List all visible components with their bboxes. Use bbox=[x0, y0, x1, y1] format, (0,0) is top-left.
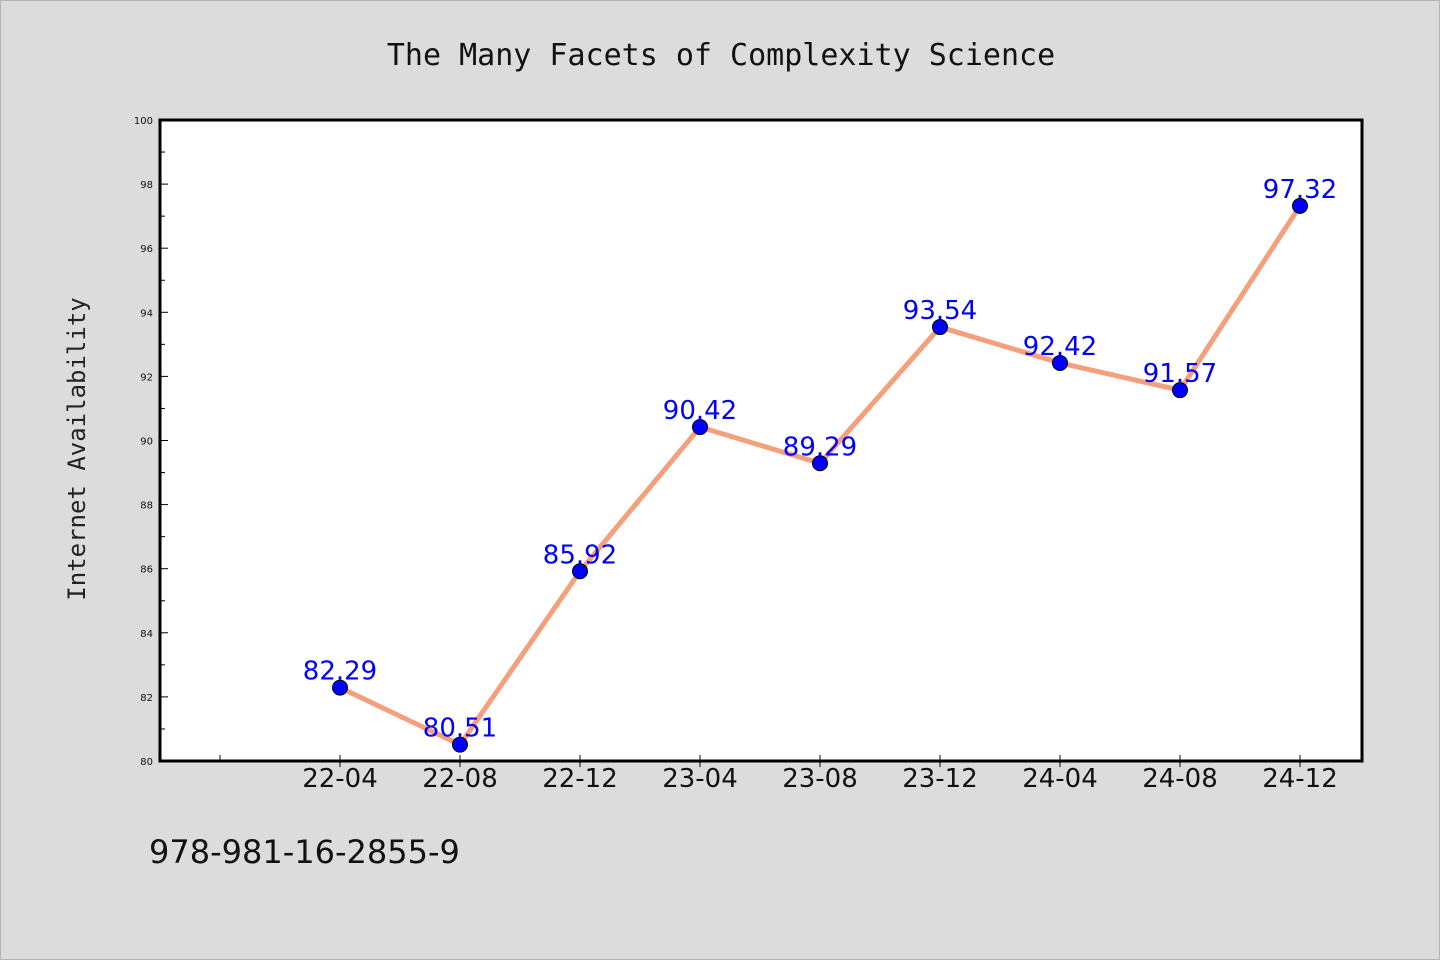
x-tick-label: 23-04 bbox=[662, 764, 738, 794]
x-tick-label: 24-04 bbox=[1022, 764, 1098, 794]
data-value-label: 90.42 bbox=[663, 396, 737, 426]
x-tick-label: 22-12 bbox=[542, 764, 618, 794]
x-tick-label: 24-12 bbox=[1262, 764, 1338, 794]
y-tick-label: 98 bbox=[140, 180, 153, 191]
y-tick-label: 88 bbox=[140, 501, 153, 512]
plot-area bbox=[158, 118, 1364, 763]
x-axis: 22-04 22-08 22-12 23-04 23-08 23-12 24-04 24-08… bbox=[219, 755, 1338, 794]
y-tick-label: 100 bbox=[134, 116, 153, 127]
x-tick-label: 22-08 bbox=[422, 764, 498, 794]
y-tick-label: 96 bbox=[140, 244, 153, 255]
x-tick-label: 24-08 bbox=[1142, 764, 1218, 794]
data-value-label: 92.42 bbox=[1023, 332, 1097, 362]
data-value-label: 93.54 bbox=[903, 296, 977, 326]
data-point-marker bbox=[812, 455, 828, 472]
y-axis-label: Internet Availability bbox=[63, 297, 91, 600]
x-tick-label: 23-08 bbox=[782, 764, 858, 794]
series-line-group bbox=[332, 197, 1308, 753]
data-value-label: 80.51 bbox=[423, 714, 497, 744]
data-point-marker bbox=[572, 563, 588, 580]
y-tick-label: 84 bbox=[140, 629, 153, 640]
data-point-marker bbox=[332, 679, 348, 696]
data-point-marker bbox=[1052, 354, 1068, 371]
data-value-label: 82.29 bbox=[303, 657, 377, 687]
data-point-marker bbox=[1292, 197, 1308, 214]
chart-title: The Many Facets of Complexity Science bbox=[387, 38, 1055, 73]
x-tick-label: 22-04 bbox=[302, 764, 378, 794]
data-point-marker bbox=[452, 736, 468, 753]
y-tick-label: 82 bbox=[140, 693, 153, 704]
y-tick-label: 86 bbox=[140, 565, 153, 576]
data-value-label: 85.92 bbox=[543, 540, 617, 570]
y-tick-label: 92 bbox=[140, 372, 153, 383]
y-tick-label: 94 bbox=[140, 308, 153, 319]
y-tick-label: 80 bbox=[140, 757, 153, 768]
x-tick-label: 23-12 bbox=[902, 764, 978, 794]
data-point-marker bbox=[932, 319, 948, 336]
data-value-label: 97.32 bbox=[1263, 175, 1337, 205]
data-value-label: 89.29 bbox=[783, 432, 857, 462]
footer-code: 978-981-16-2855-9 bbox=[149, 833, 460, 871]
data-value-label: 91.57 bbox=[1143, 359, 1217, 389]
y-tick-label: 90 bbox=[140, 437, 153, 448]
data-point-marker bbox=[1172, 382, 1188, 399]
y-axis: 80 82 84 86 88 90 92 94 96 98 100 bbox=[134, 116, 168, 768]
data-labels: 82.29 80.51 85.92 90.42 89.29 93.54 92.42 91.57… bbox=[303, 175, 1337, 744]
data-point-marker bbox=[692, 419, 708, 436]
